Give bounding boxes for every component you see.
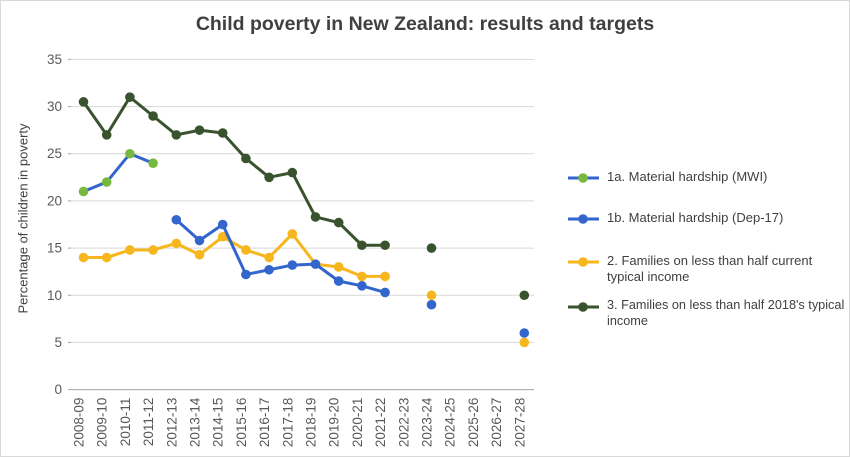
svg-text:2024-25: 2024-25 [443, 398, 458, 448]
svg-text:10: 10 [47, 288, 62, 303]
svg-text:2009-10: 2009-10 [95, 398, 110, 448]
svg-text:2017-18: 2017-18 [280, 398, 295, 448]
svg-text:2015-16: 2015-16 [234, 398, 249, 448]
svg-text:5: 5 [54, 335, 62, 350]
svg-text:2027-28: 2027-28 [512, 398, 527, 448]
svg-text:25: 25 [47, 146, 62, 161]
svg-text:2011-12: 2011-12 [141, 398, 156, 447]
svg-text:2014-15: 2014-15 [211, 398, 226, 448]
svg-text:0: 0 [54, 382, 62, 397]
svg-text:2012-13: 2012-13 [164, 398, 179, 448]
svg-text:2021-22: 2021-22 [373, 398, 388, 448]
svg-text:30: 30 [47, 99, 62, 114]
svg-text:2025-26: 2025-26 [466, 398, 481, 448]
svg-text:15: 15 [47, 241, 62, 256]
svg-text:2010-11: 2010-11 [118, 398, 133, 447]
svg-text:2016-17: 2016-17 [257, 398, 272, 448]
svg-text:35: 35 [47, 52, 62, 67]
svg-text:2013-14: 2013-14 [188, 397, 203, 447]
svg-text:2018-19: 2018-19 [304, 398, 319, 448]
svg-text:2019-20: 2019-20 [327, 398, 342, 448]
svg-text:20: 20 [47, 193, 62, 208]
svg-text:2020-21: 2020-21 [350, 398, 365, 448]
svg-text:2026-27: 2026-27 [489, 398, 504, 448]
svg-text:2022-23: 2022-23 [396, 398, 411, 448]
svg-text:2008-09: 2008-09 [72, 398, 87, 448]
svg-text:2023-24: 2023-24 [420, 397, 435, 447]
